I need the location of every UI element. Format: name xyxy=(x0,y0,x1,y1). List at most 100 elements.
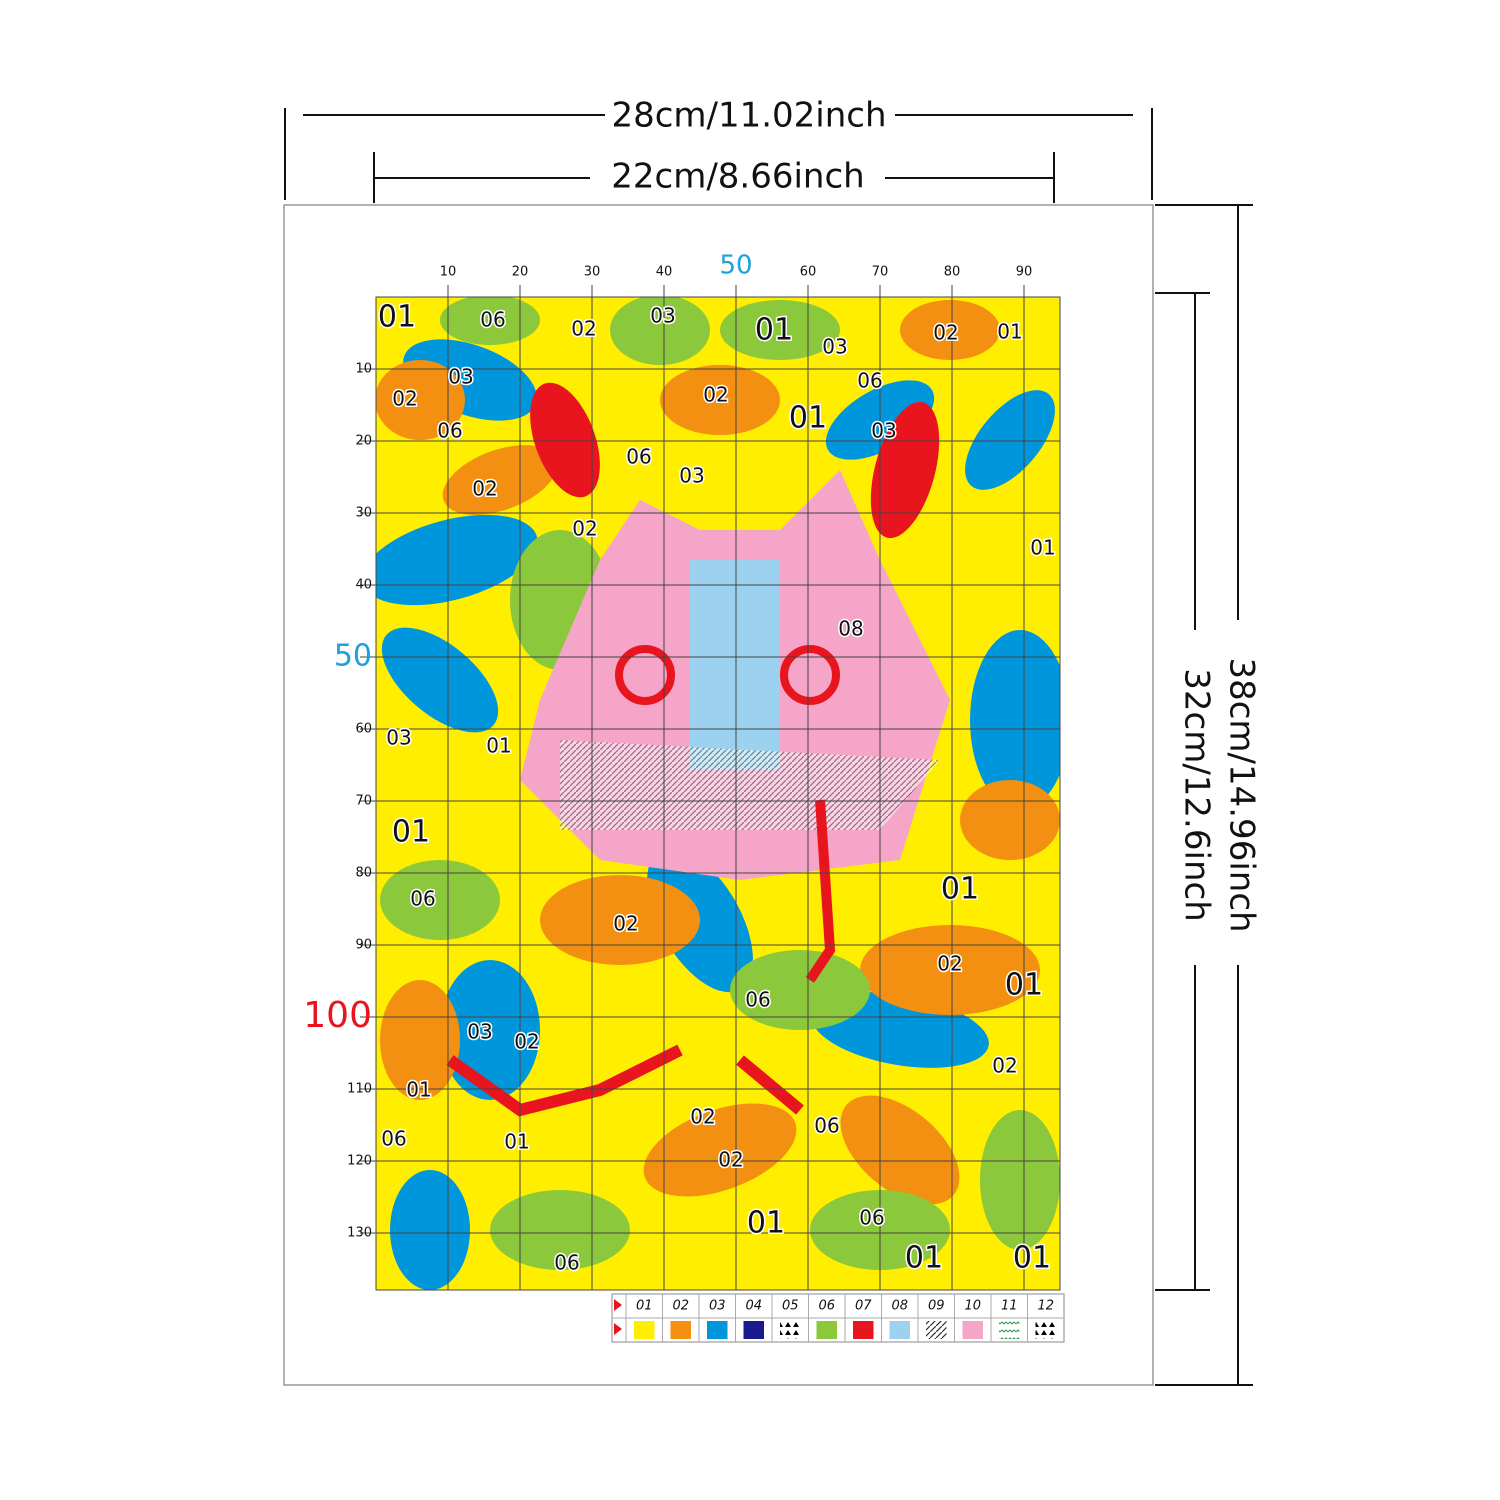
legend-code: 09 xyxy=(928,1299,945,1314)
pattern-art xyxy=(376,297,1060,1290)
region-label: 03 xyxy=(467,1020,492,1044)
outer-height: 38cm/14.96inch xyxy=(1222,657,1262,932)
legend-code: 02 xyxy=(672,1299,689,1314)
region-label: 01 xyxy=(941,872,979,907)
region-label: 01 xyxy=(1030,536,1055,560)
legend-swatch xyxy=(1035,1321,1056,1339)
left-tick-label: 10 xyxy=(355,362,372,377)
legend-code: 05 xyxy=(782,1299,799,1314)
inner-width: 22cm/8.66inch xyxy=(611,157,864,197)
left-tick-label: 110 xyxy=(347,1082,372,1097)
top-tick-label: 70 xyxy=(872,265,889,280)
top-tick-label: 30 xyxy=(584,265,601,280)
region-label: 02 xyxy=(703,383,728,407)
region-label: 01 xyxy=(1013,1241,1051,1276)
region-label: 01 xyxy=(406,1078,431,1102)
inner-height: 32cm/12.6inch xyxy=(1177,668,1217,921)
region-label: 02 xyxy=(392,387,417,411)
pattern-border xyxy=(375,296,1061,1291)
legend-swatch xyxy=(816,1321,837,1339)
region-label: 01 xyxy=(1005,968,1043,1003)
left-tick-label: 30 xyxy=(355,506,372,521)
region-label: 02 xyxy=(690,1105,715,1129)
top-tick-label: 80 xyxy=(944,265,961,280)
region-label: 01 xyxy=(378,300,416,335)
dimension-lines xyxy=(284,108,1253,1386)
region-label: 02 xyxy=(472,477,497,501)
legend-code: 11 xyxy=(1001,1299,1018,1314)
legend-code: 10 xyxy=(964,1299,981,1314)
legend-swatch xyxy=(962,1321,983,1339)
left-tick-label: 40 xyxy=(355,578,372,593)
region-label: 03 xyxy=(822,335,847,359)
legend-swatch xyxy=(743,1321,764,1339)
left-tick-label: 90 xyxy=(355,938,372,953)
top-tick-label: 50 xyxy=(719,251,752,281)
legend-code: 06 xyxy=(818,1299,835,1314)
region-label: 02 xyxy=(933,321,958,345)
stitch-grid xyxy=(360,285,1060,1290)
legend-code: 01 xyxy=(636,1299,653,1314)
left-tick-label: 130 xyxy=(347,1226,372,1241)
color-legend: 01 02 03 04 05 06 07 08 09 10 11 12 xyxy=(611,1293,1065,1343)
region-label: 01 xyxy=(997,320,1022,344)
region-label: 01 xyxy=(755,313,793,348)
region-label: 01 xyxy=(392,815,430,850)
legend-code: 12 xyxy=(1037,1299,1054,1314)
left-tick-label: 100 xyxy=(303,995,372,1036)
left-tick-label: 60 xyxy=(355,722,372,737)
region-label: 08 xyxy=(838,617,863,641)
region-label: 02 xyxy=(613,912,638,936)
region-label: 06 xyxy=(410,887,435,911)
top-tick-label: 20 xyxy=(512,265,529,280)
region-label: 06 xyxy=(554,1251,579,1275)
legend-swatch xyxy=(999,1321,1020,1339)
outer-width: 28cm/11.02inch xyxy=(611,96,886,136)
left-tick-label: 120 xyxy=(347,1154,372,1169)
legend-swatch xyxy=(853,1321,874,1339)
region-label: 01 xyxy=(905,1241,943,1276)
region-label: 01 xyxy=(789,401,827,436)
region-label: 02 xyxy=(514,1030,539,1054)
top-tick-label: 10 xyxy=(440,265,457,280)
region-label: 02 xyxy=(937,952,962,976)
region-label: 01 xyxy=(504,1130,529,1154)
left-tick-label: 50 xyxy=(334,639,372,674)
region-label: 06 xyxy=(857,369,882,393)
region-label: 06 xyxy=(437,419,462,443)
legend-code: 07 xyxy=(855,1299,872,1314)
legend-code: 03 xyxy=(709,1299,726,1314)
region-label: 02 xyxy=(571,317,596,341)
region-label: 06 xyxy=(745,988,770,1012)
region-label: 02 xyxy=(572,517,597,541)
top-tick-label: 40 xyxy=(656,265,673,280)
legend-arrow xyxy=(614,1299,622,1311)
legend-swatch xyxy=(670,1321,691,1339)
left-tick-label: 20 xyxy=(355,434,372,449)
legend-arrow xyxy=(614,1323,622,1335)
region-label: 01 xyxy=(747,1206,785,1241)
region-label: 02 xyxy=(992,1054,1017,1078)
region-label: 03 xyxy=(679,464,704,488)
left-tick-label: 70 xyxy=(355,794,372,809)
region-label: 06 xyxy=(626,445,651,469)
region-label: 06 xyxy=(381,1127,406,1151)
legend-swatch xyxy=(889,1321,910,1339)
legend-code: 08 xyxy=(891,1299,908,1314)
region-label: 03 xyxy=(871,419,896,443)
top-tick-label: 60 xyxy=(800,265,817,280)
region-label: 06 xyxy=(480,308,505,332)
region-label: 03 xyxy=(650,304,675,328)
region-label: 03 xyxy=(386,726,411,750)
legend-swatch xyxy=(634,1321,655,1339)
left-tick-label: 80 xyxy=(355,866,372,881)
region-label: 03 xyxy=(448,365,473,389)
legend-swatch xyxy=(780,1321,801,1339)
legend-swatch xyxy=(707,1321,728,1339)
region-label: 06 xyxy=(814,1114,839,1138)
top-tick-label: 90 xyxy=(1016,265,1033,280)
region-label: 06 xyxy=(859,1206,884,1230)
legend-swatch xyxy=(926,1321,947,1339)
